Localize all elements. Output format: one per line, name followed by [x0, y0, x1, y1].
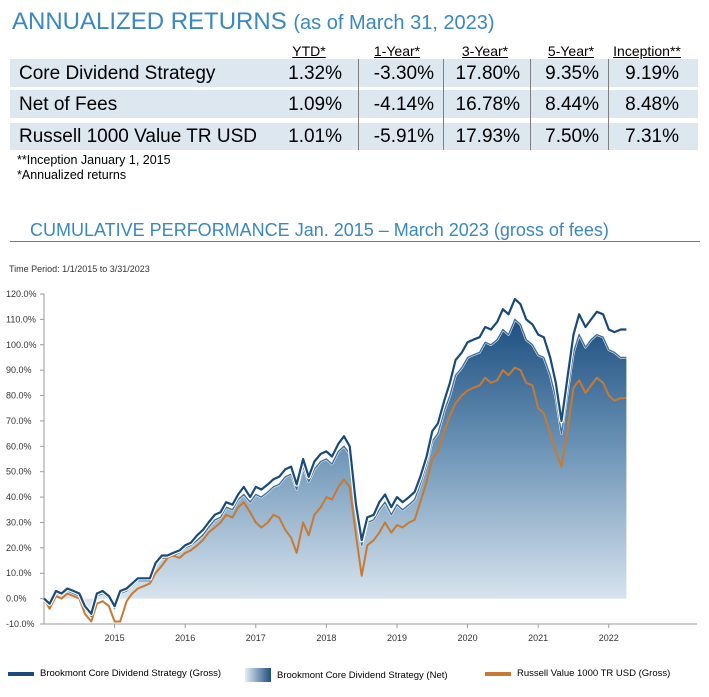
- cell-core-5year: 9.35%: [545, 63, 599, 84]
- column-divider: [443, 59, 444, 150]
- net-line: [43, 318, 627, 618]
- legend-swatch-gross: [8, 671, 34, 676]
- legend-label-gross: Brookmont Core Dividend Strategy (Gross): [40, 668, 222, 679]
- y-tick-label: 60.0%: [6, 441, 32, 451]
- row-label-core: Core Dividend Strategy: [19, 63, 216, 84]
- y-tick-label: 90.0%: [6, 365, 32, 375]
- russell-line: [43, 366, 627, 623]
- col-header-ytd: YTD*: [292, 43, 326, 59]
- y-tick-label: 70.0%: [6, 416, 32, 426]
- cell-core-inception: 9.19%: [625, 63, 679, 84]
- y-tick-label: 80.0%: [6, 391, 32, 401]
- x-tick-label: 2019: [387, 633, 407, 643]
- column-divider: [530, 59, 531, 150]
- legend-swatch-net: [245, 668, 271, 682]
- cell-net-ytd: 1.09%: [288, 94, 342, 115]
- y-tick-label: 100.0%: [6, 340, 37, 350]
- x-tick-label: 2016: [175, 633, 195, 643]
- net-area: [44, 319, 627, 617]
- cumulative-performance-chart: -10.0% 0.0% 10.0% 20.0% 30.0% 40.0% 50.0% 60.0%…: [6, 289, 697, 643]
- time-period-label: Time Period: 1/1/2015 to 3/31/2023: [9, 264, 150, 274]
- x-tick-label: 2018: [316, 633, 336, 643]
- cell-net-1year: -4.14%: [373, 94, 434, 115]
- legend-item-russell: Russell Value 1000 TR USD (Gross): [485, 668, 670, 684]
- y-tick-label: 110.0%: [6, 314, 36, 324]
- y-tick-label: -10.0%: [6, 619, 35, 629]
- cell-russell-3year: 17.93%: [455, 126, 520, 147]
- y-tick-label: 10.0%: [6, 568, 32, 578]
- x-tick-label: 2020: [458, 633, 478, 643]
- y-tick-label: 120.0%: [6, 289, 37, 299]
- x-tick-label: 2022: [599, 633, 619, 643]
- row-label-net: Net of Fees: [19, 94, 118, 115]
- row-band-core: [10, 59, 698, 87]
- legend-swatch-russell: [485, 671, 511, 676]
- y-tick-label: 20.0%: [6, 543, 32, 553]
- footnote-inception: **Inception January 1, 2015: [17, 153, 171, 167]
- returns-subtitle: (as of March 31, 2023): [293, 12, 495, 34]
- column-divider: [358, 59, 359, 150]
- legend-label-net: Brookmont Core Dividend Strategy (Net): [277, 669, 448, 681]
- x-tick-label: 2017: [246, 633, 266, 643]
- footnote-annualized: *Annualized returns: [17, 168, 127, 182]
- performance-title: CUMULATIVE PERFORMANCE Jan. 2015 – March…: [30, 220, 609, 240]
- cell-core-3year: 17.80%: [455, 63, 520, 84]
- cell-russell-inception: 7.31%: [625, 126, 679, 147]
- cell-russell-5year: 7.50%: [545, 126, 599, 147]
- cell-core-1year: -3.30%: [373, 63, 434, 84]
- cell-core-ytd: 1.32%: [288, 63, 342, 84]
- col-header-1year: 1-Year*: [373, 43, 421, 59]
- row-label-russell: Russell 1000 Value TR USD: [19, 126, 257, 147]
- cell-russell-1year: -5.91%: [373, 126, 434, 147]
- returns-title-main: ANNUALIZED RETURNS: [12, 8, 287, 35]
- cell-net-3year: 16.78%: [455, 94, 520, 115]
- row-band-russell: [10, 123, 698, 150]
- col-header-5year: 5-Year*: [547, 43, 595, 59]
- cell-net-5year: 8.44%: [545, 94, 599, 115]
- y-tick-label: 50.0%: [6, 467, 32, 477]
- legend-label-russell: Russell Value 1000 TR USD (Gross): [517, 668, 671, 679]
- legend-item-net: Brookmont Core Dividend Strategy (Net): [245, 668, 448, 684]
- cell-russell-ytd: 1.01%: [288, 126, 342, 147]
- column-divider: [608, 59, 609, 150]
- section-divider: [10, 241, 700, 242]
- x-tick-label: 2021: [528, 633, 548, 643]
- gross-line: [43, 298, 627, 615]
- legend-item-gross: Brookmont Core Dividend Strategy (Gross): [8, 668, 221, 684]
- row-band-net: [10, 90, 698, 118]
- col-header-inception: Inception**: [613, 43, 681, 59]
- y-tick-label: 30.0%: [6, 517, 32, 527]
- returns-title: ANNUALIZED RETURNS (as of March 31, 2023…: [12, 8, 495, 36]
- x-tick-label: 2015: [105, 633, 125, 643]
- col-header-3year: 3-Year*: [461, 43, 509, 59]
- y-tick-label: 0.0%: [6, 594, 27, 604]
- y-tick-label: 40.0%: [6, 492, 32, 502]
- cell-net-inception: 8.48%: [625, 94, 679, 115]
